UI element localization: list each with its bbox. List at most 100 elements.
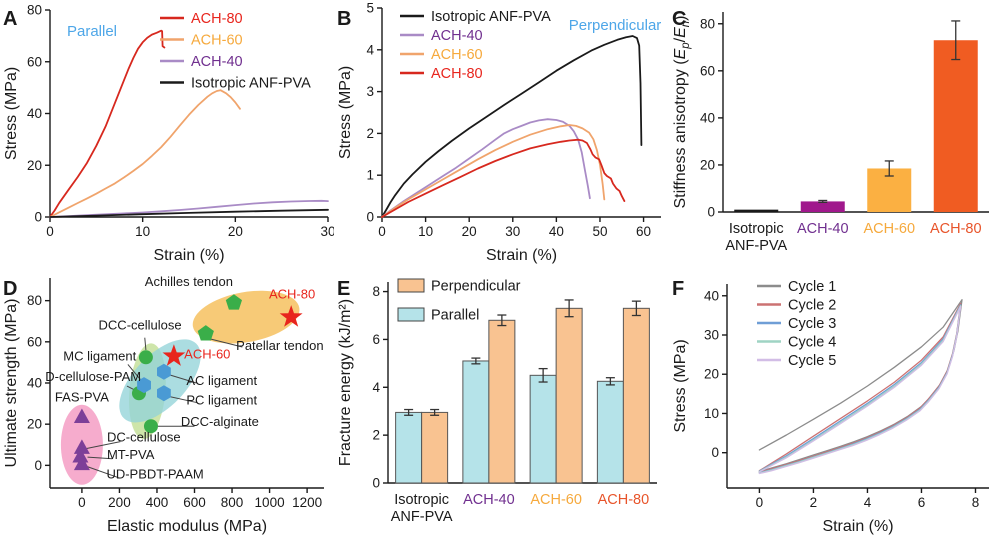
point-label: DC-cellulose (107, 430, 181, 445)
y-axis-title-part: ) (672, 15, 689, 20)
data-point-star (162, 344, 186, 366)
y-tick-label: 30 (704, 328, 719, 343)
chart-panel-E: 0 2 4 6 8 Fracture energy (kJ/m²) IsotropicANF… (337, 278, 657, 525)
category-label: ACH-80 (930, 221, 982, 237)
x-tick-label: 0 (78, 495, 86, 510)
legend-label: Isotropic ANF-PVA (191, 76, 311, 92)
point-label: UD-PBDT-PAAM (106, 467, 203, 482)
category-label: Isotropic (394, 492, 449, 508)
legend-label: Parallel (431, 308, 479, 324)
bar-ach-40 (800, 201, 845, 212)
orientation-annotation: Parallel (67, 23, 117, 40)
x-tick-label: 30 (320, 224, 334, 239)
series-isotropic-anf-pva (381, 35, 643, 218)
data-point-circle (143, 419, 158, 434)
y-tick-label: 0 (707, 205, 715, 220)
bar-perpendicular (421, 411, 449, 484)
bar-isotropic (734, 209, 779, 212)
point-label: FAS-PVA (55, 390, 109, 405)
x-tick-label: 4 (864, 495, 872, 510)
legend-label: ACH-40 (191, 54, 243, 70)
y-tick-label: 40 (27, 106, 42, 121)
y-tick-label: 20 (704, 367, 719, 382)
series-ach-60 (381, 124, 606, 218)
data-point-hexagon (137, 377, 151, 394)
y-tick-label: 3 (366, 84, 374, 99)
y-tick-label: 80 (700, 16, 715, 31)
y-axis-title: Stress (MPa) (672, 339, 689, 432)
panel-letter: B (337, 8, 351, 30)
y-tick-label: 0 (34, 210, 42, 225)
y-axis-title-part: E (672, 48, 689, 59)
point-label: ACH-60 (184, 346, 230, 361)
legend-label: Perpendicular (431, 279, 521, 295)
data-point-triangle (72, 448, 89, 463)
x-tick-label: 1200 (292, 495, 322, 510)
chart-panel-A: 0 20 40 60 80 0 10 20 30 Strain (%) Stress (MPa) AC… (3, 3, 334, 265)
x-tick-label: 20 (228, 224, 243, 239)
bar-ach-80 (933, 40, 978, 213)
category-label: ACH-40 (463, 492, 515, 508)
point-label: AC ligament (186, 373, 257, 388)
legend-label: Cycle 4 (788, 335, 836, 351)
legend-label: ACH-60 (191, 33, 243, 49)
point-label: MT-PVA (107, 447, 155, 462)
y-tick-label: 2 (366, 126, 374, 141)
x-tick-label: 20 (462, 224, 477, 239)
y-tick-label: 20 (27, 417, 42, 432)
y-tick-label: 0 (34, 458, 42, 473)
leader-line (87, 456, 113, 460)
bar-perpendicular (488, 319, 516, 484)
y-axis-title: Ultimate strength (MPa) (3, 299, 20, 468)
series-ach-60 (49, 89, 241, 218)
bar-parallel (395, 411, 423, 484)
y-tick-label: 5 (366, 1, 374, 16)
y-tick-label: 10 (704, 406, 719, 421)
y-tick-label: 20 (27, 158, 42, 173)
x-tick-label: 400 (146, 495, 169, 510)
x-axis-title: Strain (%) (822, 518, 893, 535)
series-ach-40 (381, 118, 591, 218)
legend-label: ACH-40 (431, 28, 483, 44)
category-label: ANF-PVA (725, 238, 787, 254)
bar-parallel (462, 360, 490, 484)
y-tick-label: 1 (366, 168, 374, 183)
chart-panel-F: 0 10 20 30 40 0 2 4 6 8 Strain (%) Stress (MPa) Cycl… (672, 278, 989, 535)
x-tick-label: 30 (505, 224, 520, 239)
x-tick-label: 8 (972, 495, 980, 510)
y-tick-label: 60 (27, 334, 42, 349)
x-tick-label: 6 (918, 495, 926, 510)
category-label: ANF-PVA (391, 509, 453, 525)
y-tick-label: 80 (27, 3, 42, 18)
y-tick-label: 40 (704, 288, 719, 303)
panel-B: 0 1 2 3 4 5 0 10 20 30 40 50 60 Strain (%) Stress (MPa… (334, 0, 669, 270)
material-group-ellipse (192, 290, 300, 344)
y-tick-label: 40 (700, 110, 715, 125)
leader-line (209, 338, 243, 348)
data-point-pentagon (225, 294, 242, 310)
point-label: DCC-cellulose (99, 317, 182, 332)
y-tick-label: 60 (700, 63, 715, 78)
x-tick-label: 0 (46, 224, 54, 239)
x-axis-title: Strain (%) (153, 247, 224, 264)
x-tick-label: 0 (378, 224, 386, 239)
point-label: ACH-80 (269, 287, 315, 302)
legend-rect-swatch (397, 278, 425, 293)
x-axis-title: Strain (%) (486, 247, 557, 264)
y-tick-label: 4 (366, 42, 374, 57)
x-tick-label: 2 (810, 495, 818, 510)
legend-label: Cycle 1 (788, 279, 836, 295)
panel-F: 0 10 20 30 40 0 2 4 6 8 Strain (%) Stress (MPa) Cycl… (669, 270, 1003, 541)
material-group-ellipse (119, 339, 201, 423)
panel-letter: F (672, 278, 684, 300)
leader-line (86, 441, 121, 449)
point-label: DCC-alginate (181, 414, 259, 429)
y-tick-label: 40 (27, 376, 42, 391)
point-label: Patellar tendon (236, 338, 323, 353)
data-point-triangle (73, 455, 90, 471)
y-axis-title: Stress (MPa) (337, 66, 354, 159)
series-cycle-2 (758, 302, 962, 473)
y-axis-title-part: / (672, 37, 689, 42)
